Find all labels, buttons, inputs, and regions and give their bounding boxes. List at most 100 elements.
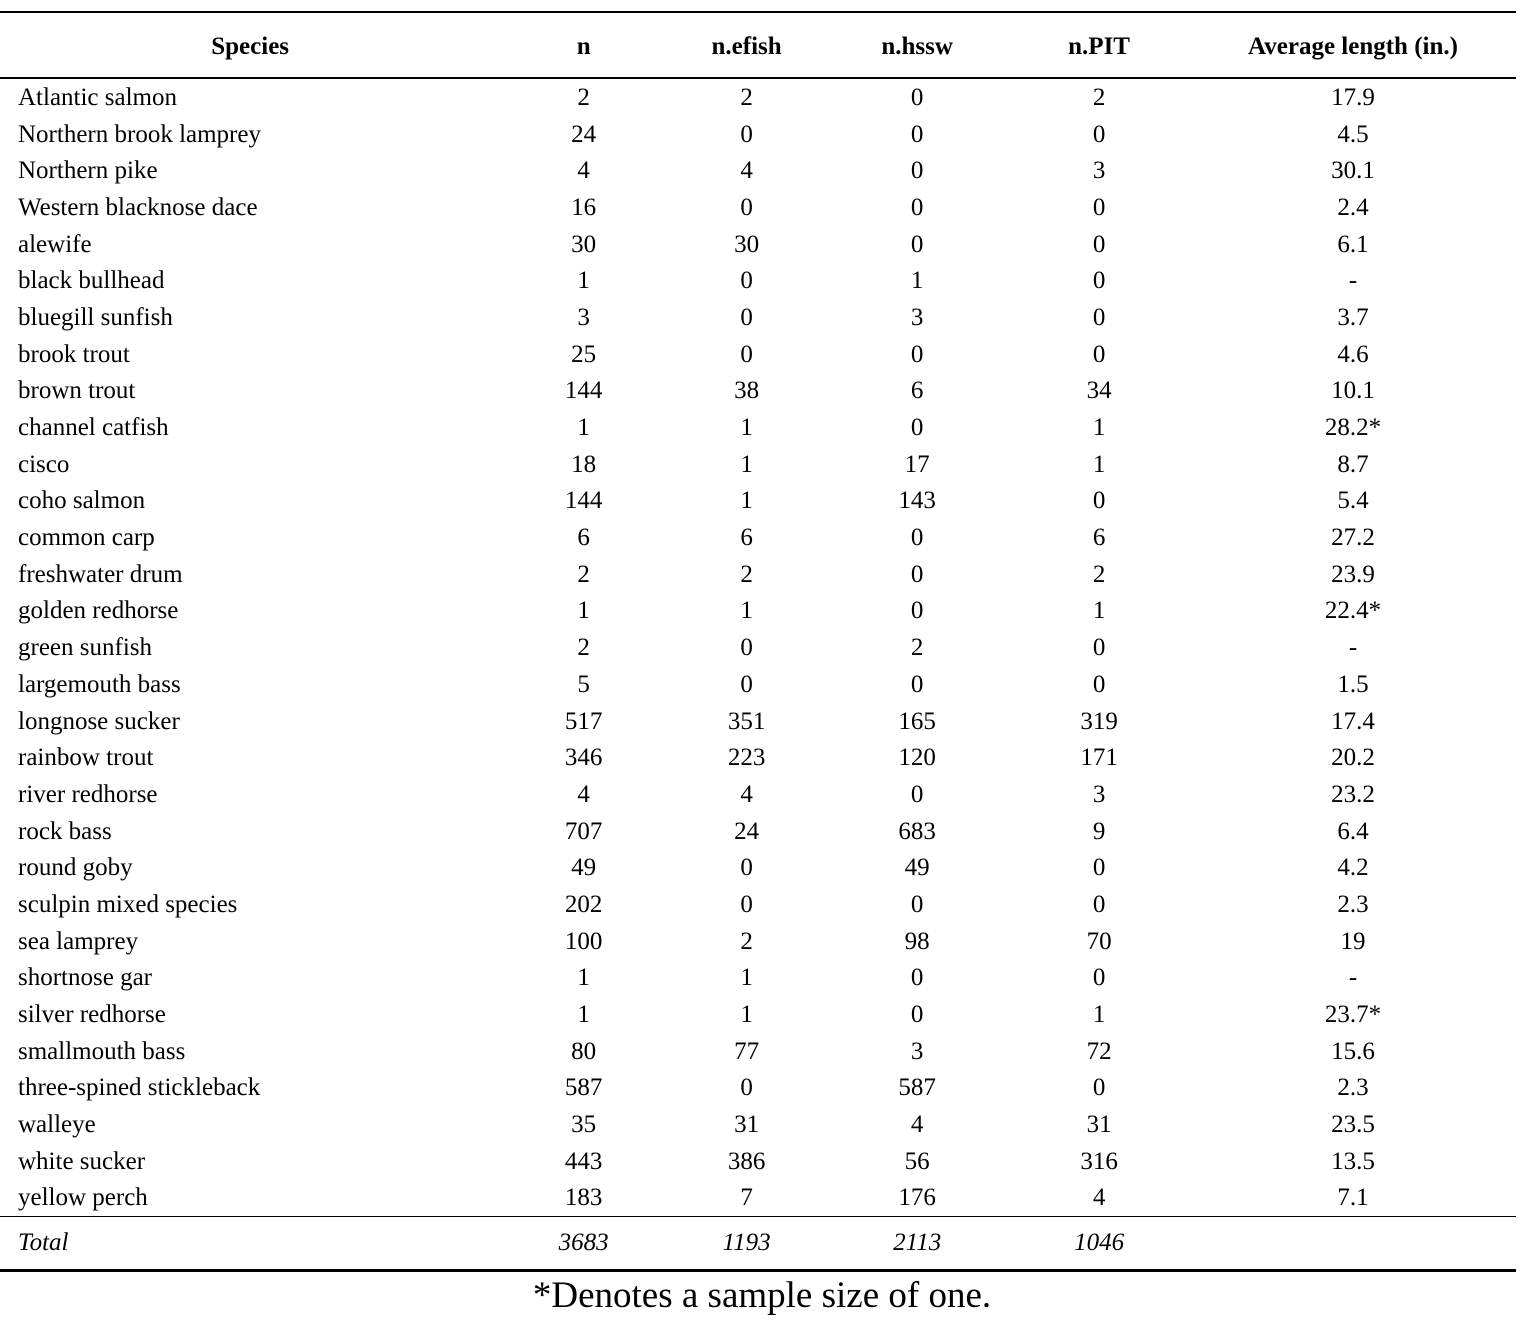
species-cell: round goby [18,854,133,882]
n-cell: 35 [571,1111,597,1139]
average-length-cell: 23.5 [1331,1111,1375,1139]
n-cell: 144 [564,377,603,405]
n-efish-cell: 0 [740,193,753,221]
table-row: common carp 6 6 0 6 27.2 [0,519,1516,556]
n-efish-cell: 0 [740,340,753,368]
n-efish-cell: 1 [740,1001,753,1029]
total-n-hssw: 2113 [826,1216,1009,1273]
n-pit-cell: 2 [1092,83,1106,111]
table-row: channel catfish 1 1 0 1 28.2* [0,409,1516,446]
n-efish-cell: 1 [740,487,753,515]
average-length-cell: 10.1 [1331,377,1375,405]
n-efish-cell: 2 [740,560,753,588]
column-header-n: n [500,12,668,79]
n-pit-cell: 316 [1080,1147,1118,1175]
total-n-pit: 1046 [1008,1216,1191,1273]
n-efish-cell: 6 [740,524,753,552]
table-row: shortnose gar 1 1 0 0 - [0,960,1516,997]
n-hssw-cell: 120 [898,744,936,772]
n-pit-cell: 31 [1086,1111,1112,1139]
species-cell: Northern brook lamprey [18,120,261,148]
n-cell: 183 [564,1184,603,1212]
n-cell: 144 [564,487,603,515]
average-length-cell: 22.4* [1324,597,1382,625]
table-row: freshwater drum 2 2 0 2 23.9 [0,556,1516,593]
n-hssw-cell: 587 [898,1074,936,1102]
n-pit-cell: 1 [1092,450,1106,478]
species-cell: Northern pike [18,157,158,185]
table-row: cisco 18 1 17 1 8.7 [0,446,1516,483]
n-pit-cell: 0 [1092,120,1106,148]
n-pit-cell: 3 [1092,157,1106,185]
n-pit-cell: 1 [1092,597,1106,625]
average-length-cell: 23.9 [1331,560,1375,588]
average-length-cell: 28.2* [1324,414,1382,442]
n-efish-cell: 1 [740,964,753,992]
total-n-efish: 1193 [667,1216,827,1273]
total-row: Total 3683 1193 2113 1046 [0,1216,1516,1273]
table-row: silver redhorse 1 1 0 1 23.7* [0,996,1516,1033]
n-pit-cell: 0 [1092,303,1106,331]
species-cell: Western blacknose dace [18,193,258,221]
n-cell: 24 [571,120,597,148]
average-length-cell: 15.6 [1331,1037,1375,1065]
n-hssw-cell: 0 [910,157,924,185]
n-pit-cell: 3 [1092,780,1106,808]
n-hssw-cell: 0 [910,780,924,808]
species-cell: yellow perch [18,1184,148,1212]
n-hssw-cell: 165 [898,707,936,735]
species-cell: Atlantic salmon [18,83,177,111]
table-row: coho salmon 144 1 143 0 5.4 [0,483,1516,520]
species-cell: alewife [18,230,92,258]
species-cell: longnose sucker [18,707,180,735]
total-n: 3683 [500,1216,668,1273]
species-cell: common carp [18,524,155,552]
table-row: Atlantic salmon 2 2 0 2 17.9 [0,78,1516,116]
average-length-cell: 7.1 [1337,1184,1369,1212]
species-cell: rainbow trout [18,744,154,772]
n-hssw-cell: 0 [910,597,924,625]
footnote: *Denotes a sample size of one. [532,1275,992,1317]
header-row: Species n n.efish n.hssw n.PIT Average l… [0,12,1516,79]
n-hssw-cell: 4 [910,1111,924,1139]
average-length-cell: 23.2 [1331,780,1375,808]
species-cell: sea lamprey [18,927,139,955]
n-cell: 18 [571,450,597,478]
table-row: brook trout 25 0 0 0 4.6 [0,336,1516,373]
table-row: walleye 35 31 4 31 23.5 [0,1106,1516,1143]
species-cell: sculpin mixed species [18,890,238,918]
n-hssw-cell: 0 [910,890,924,918]
n-hssw-cell: 0 [910,193,924,221]
n-pit-cell: 171 [1080,744,1118,772]
n-efish-cell: 7 [740,1184,753,1212]
n-cell: 30 [571,230,597,258]
species-cell: coho salmon [18,487,146,515]
column-header-n-hssw: n.hssw [826,12,1009,79]
species-cell: shortnose gar [18,964,152,992]
column-header-n-pit: n.PIT [1008,12,1191,79]
n-pit-cell: 9 [1092,817,1106,845]
table-row: green sunfish 2 0 2 0 - [0,629,1516,666]
total-average-length [1190,1216,1516,1273]
species-cell: brook trout [18,340,130,368]
n-efish-cell: 351 [727,707,766,735]
n-hssw-cell: 56 [904,1147,930,1175]
n-pit-cell: 70 [1086,927,1112,955]
average-length-cell: 3.7 [1337,303,1369,331]
n-cell: 16 [571,193,597,221]
average-length-cell: 23.7* [1324,1001,1382,1029]
n-hssw-cell: 0 [910,560,924,588]
n-hssw-cell: 0 [910,340,924,368]
table-row: Western blacknose dace 16 0 0 0 2.4 [0,189,1516,226]
species-cell: black bullhead [18,267,165,295]
table-row: Northern brook lamprey 24 0 0 0 4.5 [0,116,1516,153]
average-length-cell: 17.9 [1331,83,1375,111]
n-cell: 49 [571,854,597,882]
average-length-cell: 30.1 [1331,157,1375,185]
n-hssw-cell: 17 [904,450,930,478]
n-hssw-cell: 0 [910,230,924,258]
n-efish-cell: 2 [740,83,753,111]
species-cell: smallmouth bass [18,1037,186,1065]
n-efish-cell: 4 [740,780,753,808]
n-pit-cell: 0 [1092,854,1106,882]
